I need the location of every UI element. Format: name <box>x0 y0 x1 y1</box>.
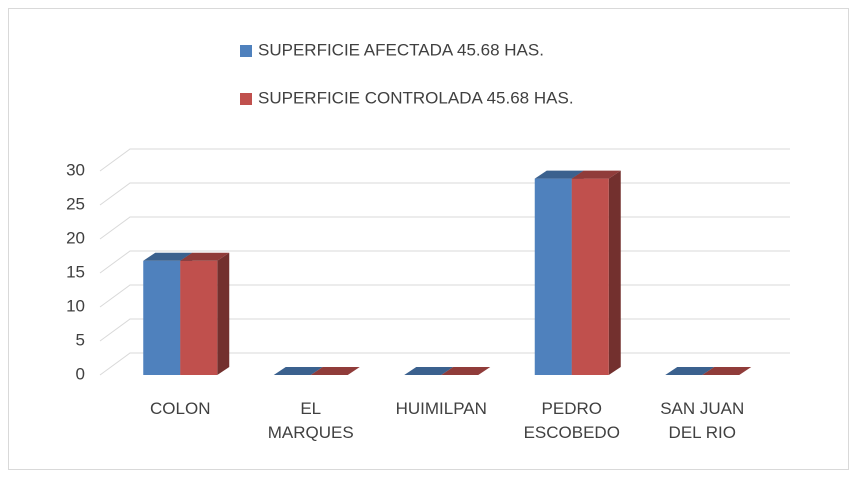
bar-side <box>217 252 230 375</box>
bar-top <box>273 367 323 375</box>
y-tick-label: 20 <box>66 228 85 247</box>
bar <box>180 260 218 375</box>
chart-border <box>8 8 849 470</box>
legend-swatch <box>240 45 252 57</box>
bar <box>534 178 572 375</box>
x-tick-label: SAN JUAN DEL RIO <box>660 399 745 442</box>
bar-top <box>702 367 752 375</box>
x-tick-label: COLON <box>150 399 211 418</box>
bar-top <box>404 367 454 375</box>
y-tick-label: 0 <box>76 364 85 383</box>
legend-swatch <box>240 93 252 105</box>
y-tick-label: 15 <box>66 262 85 281</box>
bar-top <box>571 170 621 179</box>
bar-top <box>534 170 584 179</box>
y-tick-label: 5 <box>76 330 85 349</box>
y-tick-label: 25 <box>66 194 85 213</box>
bar-top <box>310 367 360 375</box>
bar-top <box>180 252 230 261</box>
x-tick-label: HUIMILPAN <box>395 399 487 418</box>
y-tick-label: 10 <box>66 296 85 315</box>
bar-side <box>608 170 621 375</box>
bar <box>143 260 181 375</box>
bar-top <box>143 252 193 261</box>
x-tick-label: EL MARQUES <box>267 399 354 442</box>
y-tick-label: 30 <box>66 160 85 179</box>
legend-label: SUPERFICIE CONTROLADA 45.68 HAS. <box>258 88 574 107</box>
bar-top <box>441 367 491 375</box>
grid-line <box>99 148 790 172</box>
bar <box>571 178 609 375</box>
legend-label: SUPERFICIE AFECTADA 45.68 HAS. <box>258 40 544 59</box>
x-tick-label: PEDRO ESCOBEDO <box>523 399 620 442</box>
bar-top <box>665 367 715 375</box>
